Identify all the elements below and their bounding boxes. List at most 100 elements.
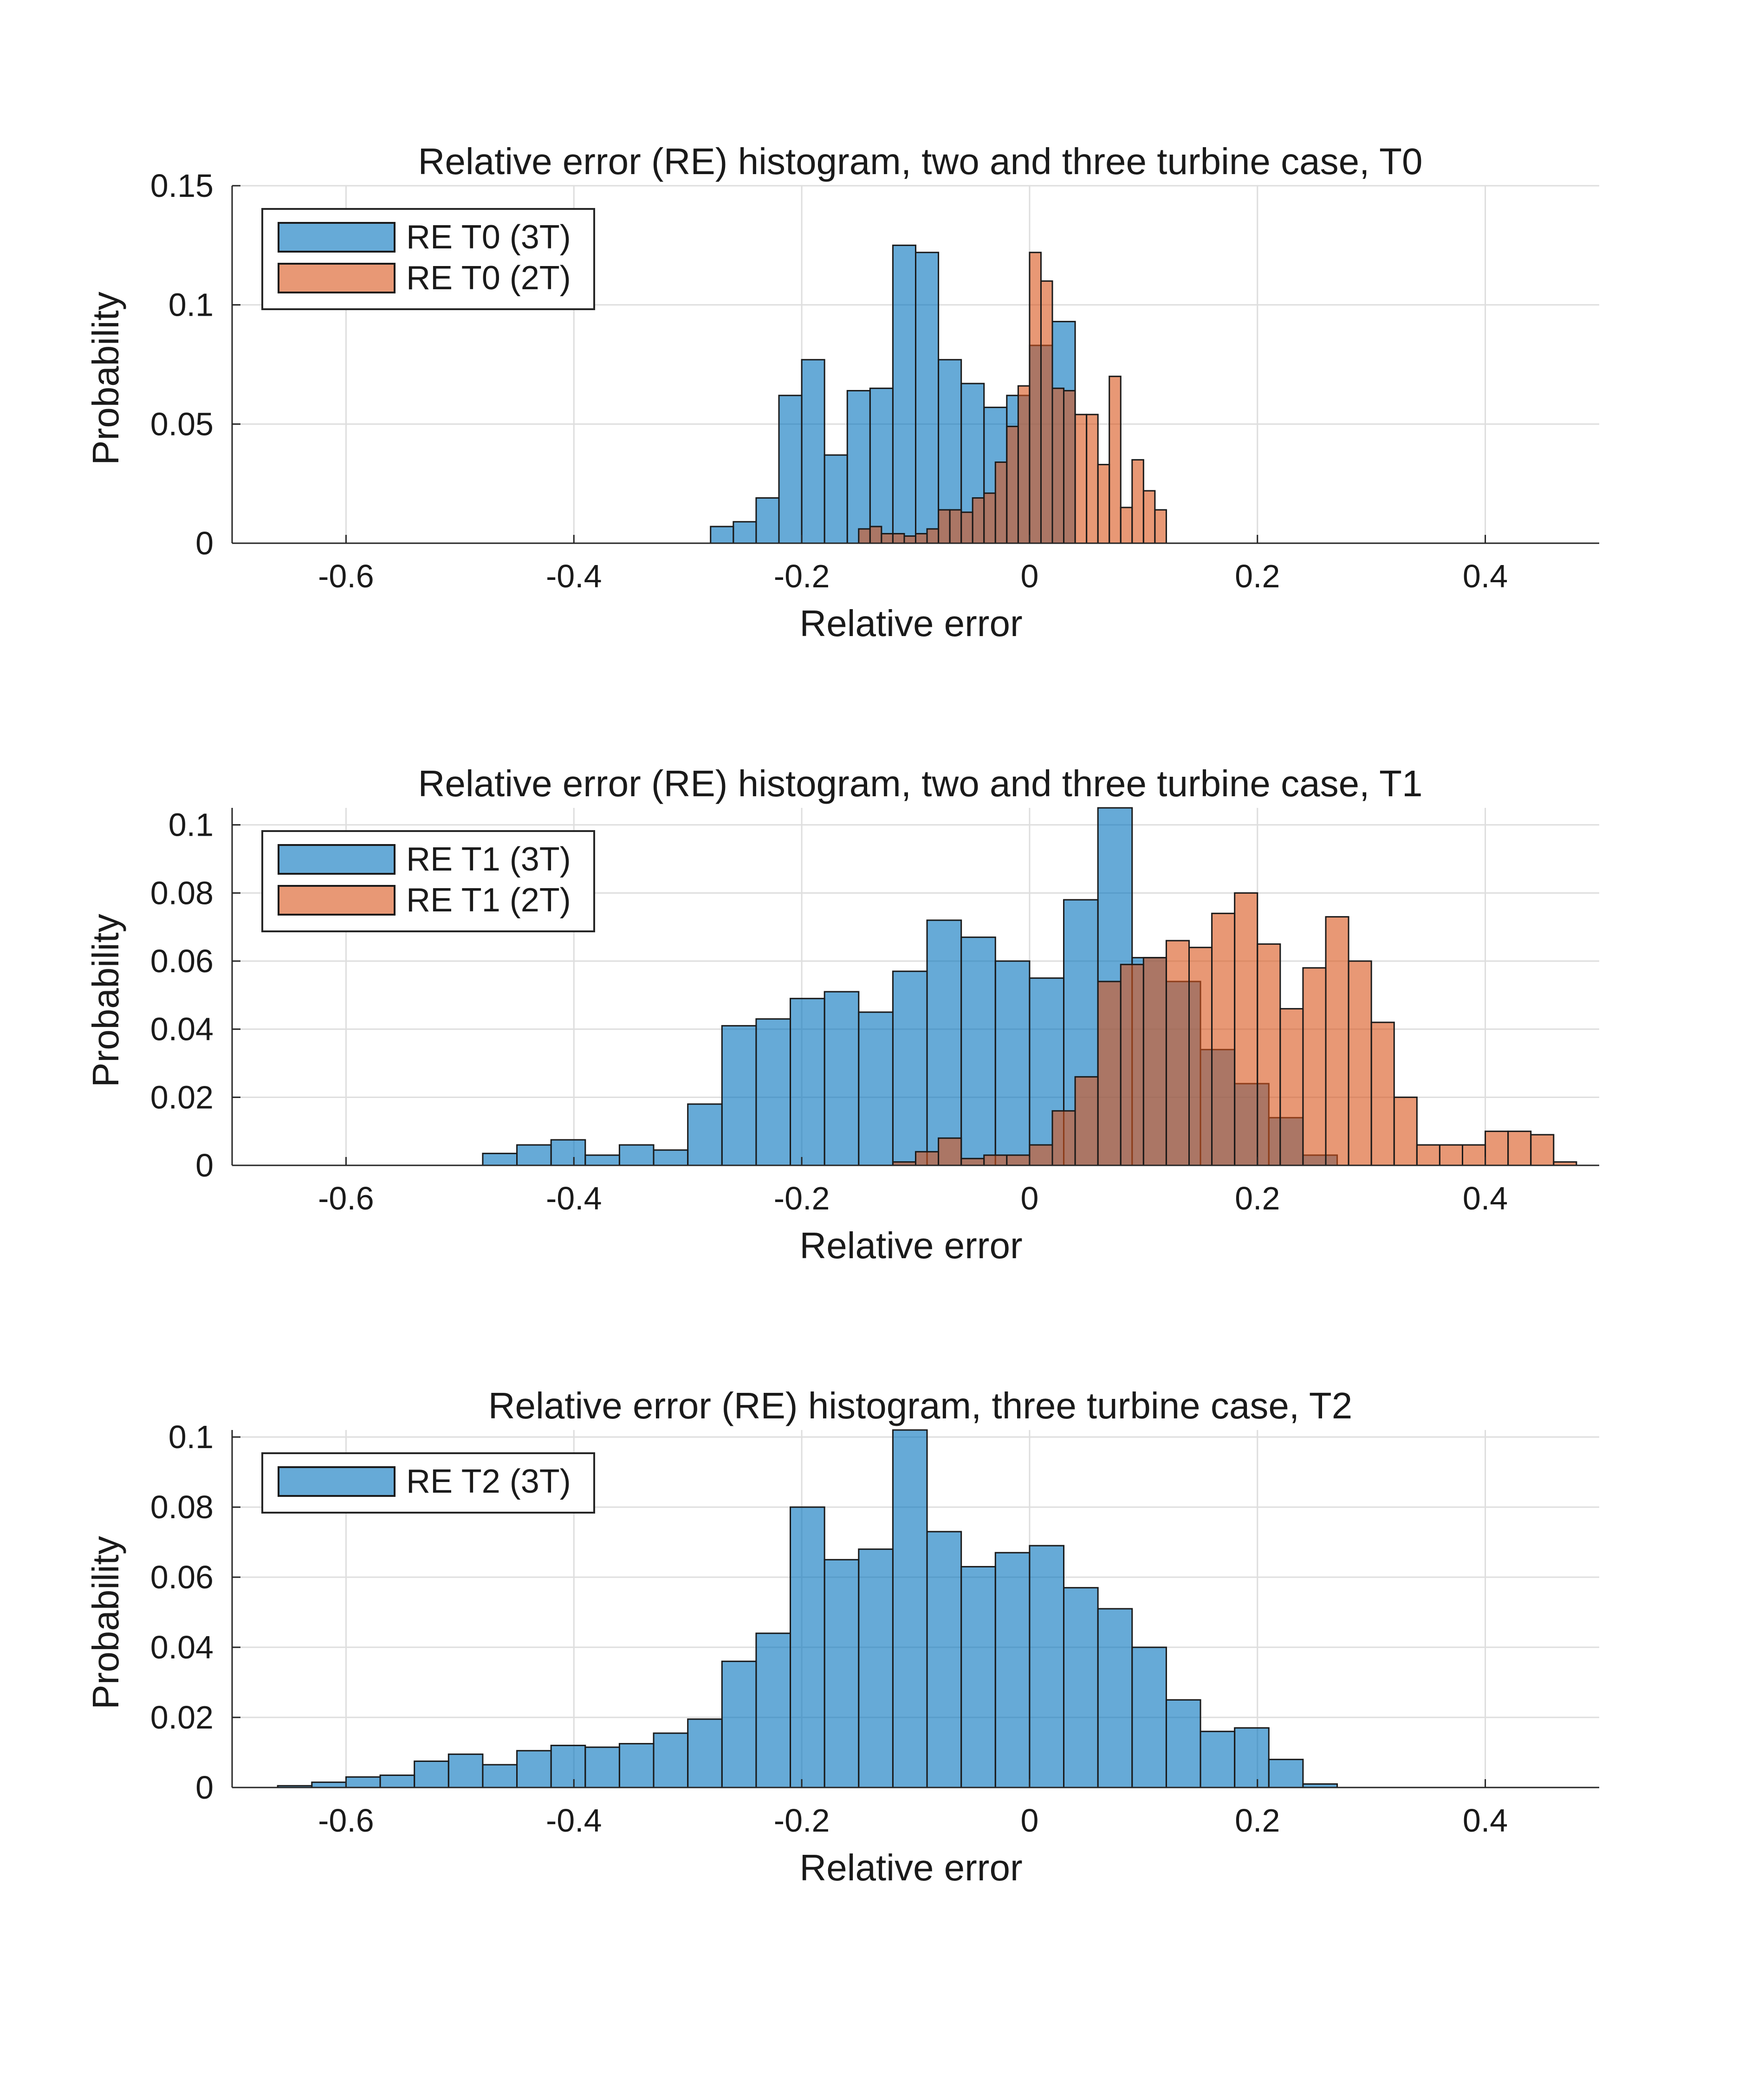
histogram-bar-blue <box>516 1144 552 1166</box>
legend-entry-label: RE T0 (3T) <box>406 219 571 256</box>
histogram-bar-blue <box>960 936 996 1166</box>
histogram-bar-blue <box>733 521 757 544</box>
histogram-bar-orange <box>1063 390 1076 544</box>
histogram-bar-blue <box>994 960 1031 1166</box>
x-tick-label: -0.6 <box>318 1180 374 1216</box>
histogram-bar-blue <box>755 497 780 544</box>
histogram-bar-blue <box>687 1718 723 1788</box>
histogram-bar-orange <box>1165 940 1190 1166</box>
histogram-bar-orange <box>1109 376 1122 544</box>
histogram-bar-orange <box>1279 1008 1304 1166</box>
histogram-bar-orange <box>960 511 973 544</box>
histogram-bar-orange <box>1097 981 1122 1166</box>
histogram-bar-orange <box>915 1151 940 1166</box>
y-tick-label: 0.02 <box>150 1079 214 1115</box>
y-tick-label: 0.06 <box>150 1559 214 1595</box>
legend-entry-label: RE T0 (2T) <box>406 260 571 297</box>
histogram-bar-orange <box>903 535 917 544</box>
histogram-bar-blue <box>584 1154 620 1166</box>
histogram-bar-blue <box>801 359 825 544</box>
histogram-bar-orange <box>858 528 871 544</box>
histogram-bar-orange <box>1040 280 1053 544</box>
legend-entry-label: RE T1 (2T) <box>406 882 571 919</box>
histogram-bar-blue <box>1268 1759 1304 1788</box>
x-axis-label: Relative error <box>799 1847 1022 1888</box>
chart-panel-0: -0.6 -0.4 -0.2 0 0.2 0.4 0 0.05 0.1 0.15 Relative … <box>85 141 1599 644</box>
histogram-bar-orange <box>1142 490 1156 544</box>
histogram-bar-blue <box>778 395 803 544</box>
histogram-bar-blue <box>618 1144 655 1166</box>
x-tick-label: 0 <box>1020 1802 1038 1839</box>
x-tick-label: -0.4 <box>546 1180 602 1216</box>
histogram-bar-blue <box>960 1566 996 1788</box>
x-tick-label: 0.4 <box>1463 1180 1508 1216</box>
histogram-bar-blue <box>653 1149 689 1166</box>
x-axis-label: Relative error <box>799 603 1022 644</box>
histogram-bar-blue <box>311 1781 347 1788</box>
histogram-bar-blue <box>1165 1699 1201 1788</box>
x-tick-label: 0.4 <box>1463 558 1508 594</box>
chart-title: Relative error (RE) histogram, two and t… <box>418 763 1423 804</box>
histogram-bar-orange <box>1074 414 1088 544</box>
histogram-bar-blue <box>1063 1587 1099 1788</box>
histogram-bar-orange <box>892 533 905 544</box>
histogram-bar-blue <box>846 390 871 544</box>
histogram-bar-blue <box>516 1750 552 1788</box>
chart-title: Relative error (RE) histogram, two and t… <box>418 141 1423 182</box>
histogram-bar-blue <box>790 1506 825 1788</box>
histogram-bar-orange <box>1348 960 1372 1166</box>
y-tick-label: 0.06 <box>150 943 214 979</box>
chart-panel-1: -0.6 -0.4 -0.2 0 0.2 0.4 0 0.02 0.04 0.06 0.08 0.1 R… <box>85 763 1599 1266</box>
y-tick-label: 0.1 <box>169 1419 214 1455</box>
legend-swatch-orange <box>278 263 396 293</box>
histogram-bar-orange <box>1120 507 1133 544</box>
histogram-bar-blue <box>892 1429 928 1788</box>
y-tick-label: 0 <box>195 1769 214 1806</box>
y-tick-label: 0.04 <box>150 1629 214 1665</box>
x-tick-label: 0 <box>1020 558 1038 594</box>
histogram-bar-orange <box>1029 252 1042 544</box>
x-tick-label: -0.2 <box>774 1802 830 1839</box>
histogram-bar-orange <box>1029 1144 1053 1166</box>
histogram-bar-blue <box>790 998 825 1166</box>
histogram-bar-orange <box>1051 1110 1076 1166</box>
histogram-bar-blue <box>755 1632 791 1788</box>
histogram-bar-orange <box>938 1137 962 1166</box>
legend-swatch-blue <box>278 1466 396 1497</box>
histogram-bar-orange <box>926 528 940 544</box>
histogram-bar-blue <box>482 1764 518 1788</box>
x-axis-label: Relative error <box>799 1225 1022 1266</box>
histogram-bar-orange <box>1142 957 1167 1166</box>
y-tick-label: 0.08 <box>150 1489 214 1525</box>
x-tick-label: -0.6 <box>318 558 374 594</box>
histogram-bar-orange <box>1325 916 1349 1166</box>
histogram-bar-orange <box>1006 1154 1031 1166</box>
histogram-bar-blue <box>414 1760 449 1788</box>
histogram-bar-blue <box>550 1744 586 1788</box>
histogram-bar-blue <box>824 454 848 544</box>
histogram-bar-blue <box>482 1152 518 1166</box>
y-tick-label: 0.04 <box>150 1011 214 1047</box>
histogram-bar-orange <box>1416 1144 1440 1166</box>
histogram-bar-orange <box>1462 1144 1486 1166</box>
histogram-bar-orange <box>1097 464 1110 544</box>
y-tick-label: 0.1 <box>169 287 214 323</box>
histogram-bar-blue <box>721 1660 757 1788</box>
x-tick-label: 0.4 <box>1463 1802 1508 1839</box>
histogram-bar-blue <box>1234 1727 1270 1788</box>
histogram-bar-orange <box>972 497 985 544</box>
histogram-bar-orange <box>949 509 962 544</box>
y-tick-label: 0 <box>195 525 214 561</box>
histogram-bar-orange <box>1051 387 1065 544</box>
histogram-bar-orange <box>1188 947 1213 1166</box>
y-tick-label: 0.15 <box>150 168 214 204</box>
y-axis-label: Probability <box>85 292 126 465</box>
histogram-bar-blue <box>926 919 962 1166</box>
histogram-bar-orange <box>1211 912 1236 1166</box>
histogram-bar-blue <box>721 1025 757 1166</box>
chart-title: Relative error (RE) histogram, three tur… <box>488 1385 1352 1426</box>
x-tick-label: -0.4 <box>546 558 602 594</box>
histogram-bar-blue <box>710 526 734 544</box>
